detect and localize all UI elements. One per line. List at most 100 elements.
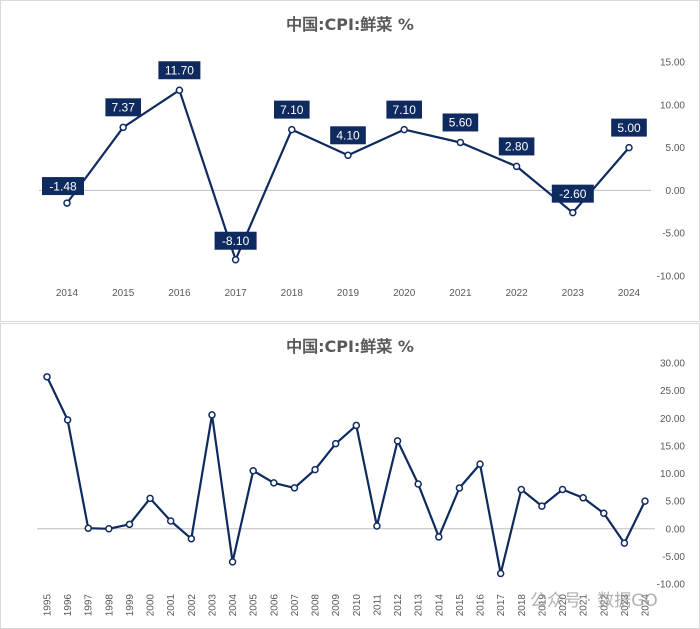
data-point (435, 533, 443, 541)
x-tick-label: 1997 (84, 594, 95, 617)
data-label: 11.70 (165, 63, 194, 77)
data-point (187, 534, 196, 543)
data-label: 7.10 (280, 103, 304, 117)
data-label: -2.60 (559, 187, 587, 201)
data-point (352, 421, 361, 430)
y-tick-label: 10.00 (660, 469, 685, 480)
data-point (393, 437, 402, 445)
x-tick-label: 2008 (311, 594, 322, 617)
data-point (125, 520, 134, 529)
x-tick-label: 2000 (146, 594, 157, 617)
data-point (625, 143, 633, 152)
x-tick-label: 1998 (104, 594, 115, 617)
data-label: 7.10 (393, 103, 417, 117)
y-tick-label: -10.00 (657, 580, 686, 591)
data-point (641, 497, 649, 505)
data-label-box (158, 61, 201, 80)
x-tick-label: 2009 (331, 594, 342, 617)
x-tick-label: 2003 (207, 594, 218, 617)
x-tick-label: 2018 (281, 288, 304, 299)
data-point (146, 494, 154, 503)
data-label-box (105, 98, 141, 117)
data-label-box (274, 100, 310, 119)
y-tick-label: -5.00 (662, 552, 685, 563)
x-tick-label: 1996 (63, 594, 74, 617)
y-tick-label: 5.00 (666, 143, 686, 154)
data-label-box (386, 100, 422, 119)
data-point (228, 558, 237, 566)
x-tick-label: 2020 (558, 594, 569, 617)
data-point (270, 479, 278, 487)
data-point (558, 485, 567, 494)
data-point (208, 411, 216, 419)
x-tick-label: 2006 (269, 594, 280, 617)
data-point (288, 125, 296, 134)
data-point (311, 465, 319, 474)
data-point (455, 484, 464, 492)
x-tick-label: 2017 (224, 288, 247, 299)
x-tick-label: 1999 (125, 594, 136, 617)
y-tick-label: 15.00 (660, 58, 685, 69)
x-tick-label: 2012 (393, 594, 404, 617)
data-point (344, 151, 352, 160)
data-point (569, 208, 577, 217)
data-label-box (611, 118, 647, 137)
y-tick-label: 0.00 (666, 186, 686, 197)
x-tick-label: 2010 (352, 594, 363, 617)
chart-panel-history: 中国:CPI:鲜菜 % 30.00 25.00 20.00 15.00 10.00 5.0… (0, 323, 700, 629)
x-tick-label: 2002 (187, 594, 198, 617)
data-point (290, 484, 299, 492)
x-tick-label: 2022 (505, 288, 528, 299)
x-tick-label: 2014 (56, 288, 79, 299)
data-label-box (214, 231, 257, 250)
data-point (331, 439, 340, 448)
data-point (600, 509, 608, 518)
data-label-box (330, 126, 366, 145)
y-tick-label: 10.00 (660, 100, 685, 111)
x-tick-label: 2019 (337, 288, 360, 299)
x-tick-label: 2014 (434, 594, 445, 617)
x-tick-label: 2018 (517, 594, 528, 617)
y-tick-label: 0.00 (666, 524, 686, 535)
data-point (476, 460, 484, 468)
data-point (231, 255, 240, 264)
x-tick-label: 2015 (112, 288, 135, 299)
data-label-box (498, 137, 535, 156)
line-chart-history: 30.00 25.00 20.00 15.00 10.00 5.00 0.00 -5.00 -1… (37, 359, 686, 617)
data-point (119, 123, 127, 132)
data-point (620, 539, 629, 547)
data-point (414, 480, 422, 488)
data-point (373, 522, 381, 530)
x-tick-label: 2013 (414, 594, 425, 617)
x-tick-label: 2005 (249, 594, 260, 617)
x-tick-label: 2021 (579, 594, 590, 617)
data-label: 4.10 (336, 129, 360, 143)
data-label: 5.60 (449, 116, 473, 130)
line-chart-recent: 15.00 10.00 5.00 0.00 -5.00 -10.00 2014 2015 201… (39, 58, 686, 299)
data-point (166, 517, 175, 525)
data-label: -8.10 (222, 234, 250, 248)
data-point (456, 138, 465, 147)
x-tick-label: 2024 (618, 288, 641, 299)
x-tick-label: 2024 (641, 594, 652, 617)
data-point (249, 466, 257, 475)
y-tick-label: -5.00 (662, 229, 685, 240)
x-tick-label: 2007 (290, 594, 301, 617)
data-point (512, 162, 521, 171)
chart-title: 中国:CPI:鲜菜 % (286, 15, 414, 34)
x-tick-label: 2016 (168, 288, 191, 299)
data-point (63, 416, 72, 424)
data-label: 5.00 (617, 121, 641, 135)
x-tick-label: 2022 (599, 594, 610, 617)
series-line (46, 376, 646, 575)
chart-panel-recent: 中国:CPI:鲜菜 % 15.00 10.00 5.00 0.00 -5.00 -10.0… (0, 0, 700, 322)
x-tick-label: 2015 (455, 594, 466, 617)
x-tick-label: 2020 (393, 288, 416, 299)
x-tick-label: 2016 (476, 594, 487, 617)
data-point (105, 525, 113, 533)
series-line (66, 89, 630, 261)
data-label-box (551, 184, 594, 203)
y-tick-label: 20.00 (660, 414, 685, 425)
chart-title: 中国:CPI:鲜菜 % (286, 337, 414, 356)
data-label: 7.37 (112, 101, 136, 115)
